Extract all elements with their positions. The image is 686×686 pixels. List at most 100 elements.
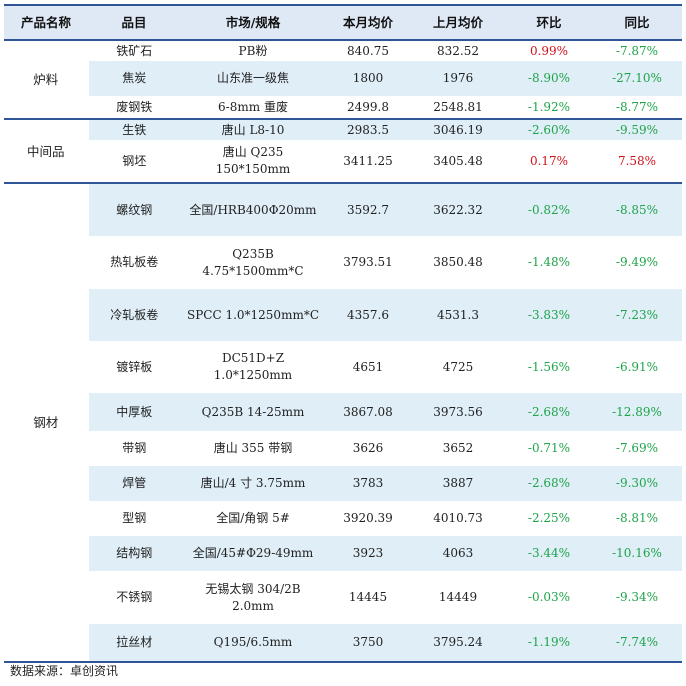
mom-cell: 0.17% xyxy=(506,140,592,184)
item-cell: 焊管 xyxy=(88,466,180,501)
table-row: 带钢 唐山 355 带钢 3626 3652 -0.71% -7.69% xyxy=(4,431,682,466)
market-cell: 山东准一级焦 xyxy=(180,61,326,96)
last-month-cell: 4063 xyxy=(410,536,506,571)
yoy-cell: -8.85% xyxy=(592,183,682,236)
mom-cell: -0.03% xyxy=(506,571,592,624)
table-row: 冷轧板卷 SPCC 1.0*1250mm*C 4357.6 4531.3 -3.83% -… xyxy=(4,289,682,341)
mom-cell: -3.44% xyxy=(506,536,592,571)
yoy-cell: 7.58% xyxy=(592,140,682,184)
data-source-note: 数据来源：卓创资讯 xyxy=(10,664,119,678)
this-month-cell: 3411.25 xyxy=(326,140,410,184)
yoy-cell: -8.77% xyxy=(592,96,682,120)
this-month-cell: 1800 xyxy=(326,61,410,96)
yoy-cell: -9.30% xyxy=(592,466,682,501)
mom-cell: -2.68% xyxy=(506,466,592,501)
header-this-month: 本月均价 xyxy=(326,4,410,41)
header-category: 产品名称 xyxy=(4,4,88,41)
item-cell: 拉丝材 xyxy=(88,624,180,663)
market-cell: 无锡太钢 304/2B 2.0mm xyxy=(180,571,326,624)
mom-cell: -2.68% xyxy=(506,393,592,431)
last-month-cell: 3652 xyxy=(410,431,506,466)
last-month-cell: 3795.24 xyxy=(410,624,506,663)
last-month-cell: 4531.3 xyxy=(410,289,506,341)
item-cell: 生铁 xyxy=(88,119,180,140)
item-cell: 热轧板卷 xyxy=(88,236,180,289)
header-row: 产品名称 品目 市场/规格 本月均价 上月均价 环比 同比 xyxy=(4,4,682,41)
yoy-cell: -9.49% xyxy=(592,236,682,289)
this-month-cell: 3592.7 xyxy=(326,183,410,236)
this-month-cell: 3626 xyxy=(326,431,410,466)
last-month-cell: 3405.48 xyxy=(410,140,506,184)
this-month-cell: 3750 xyxy=(326,624,410,663)
mom-cell: -1.56% xyxy=(506,341,592,393)
market-cell: Q235B 4.75*1500mm*C xyxy=(180,236,326,289)
market-cell: DC51D+Z 1.0*1250mm xyxy=(180,341,326,393)
yoy-cell: -27.10% xyxy=(592,61,682,96)
header-item: 品目 xyxy=(88,4,180,41)
market-cell: Q195/6.5mm xyxy=(180,624,326,663)
item-cell: 中厚板 xyxy=(88,393,180,431)
mom-cell: -3.83% xyxy=(506,289,592,341)
last-month-cell: 3887 xyxy=(410,466,506,501)
table-row: 结构钢 全国/45#Φ29-49mm 3923 4063 -3.44% -10.16% xyxy=(4,536,682,571)
yoy-cell: -7.69% xyxy=(592,431,682,466)
item-cell: 带钢 xyxy=(88,431,180,466)
last-month-cell: 4725 xyxy=(410,341,506,393)
yoy-cell: -10.16% xyxy=(592,536,682,571)
yoy-cell: -7.74% xyxy=(592,624,682,663)
table-row: 中间品 生铁 唐山 L8-10 2983.5 3046.19 -2.60% -9.59% xyxy=(4,119,682,184)
last-month-cell: 3973.56 xyxy=(410,393,506,431)
this-month-cell: 3867.08 xyxy=(326,393,410,431)
this-month-cell: 14445 xyxy=(326,571,410,624)
table-row: 型钢 全国/角钢 5# 3920.39 4010.73 -2.25% -8.81% xyxy=(4,501,682,536)
table-row: 镀锌板 DC51D+Z 1.0*1250mm 4651 4725 -1.56% -6.91… xyxy=(4,341,682,393)
table-row: 炉料 铁矿石 PB粉 840.75 832.52 0.99% -7.87% xyxy=(4,40,682,120)
market-cell: 6-8mm 重废 xyxy=(180,96,326,120)
yoy-cell: -9.34% xyxy=(592,571,682,624)
market-cell: 全国/角钢 5# xyxy=(180,501,326,536)
last-month-cell: 1976 xyxy=(410,61,506,96)
header-yoy: 同比 xyxy=(592,4,682,41)
this-month-cell: 2499.8 xyxy=(326,96,410,120)
mom-cell: -2.60% xyxy=(506,119,592,140)
this-month-cell: 840.75 xyxy=(326,40,410,61)
item-cell: 型钢 xyxy=(88,501,180,536)
table-row: 钢坯 唐山 Q235 150*150mm 3411.25 3405.48 0.17% 7.… xyxy=(4,140,682,184)
market-cell: Q235B 14-25mm xyxy=(180,393,326,431)
this-month-cell: 3923 xyxy=(326,536,410,571)
table-body: 炉料 铁矿石 PB粉 840.75 832.52 0.99% -7.87% 焦炭 山东准一级焦 1… xyxy=(4,40,682,663)
table-row: 焦炭 山东准一级焦 1800 1976 -8.90% -27.10% xyxy=(4,61,682,96)
item-cell: 铁矿石 xyxy=(88,40,180,61)
last-month-cell: 2548.81 xyxy=(410,96,506,120)
this-month-cell: 3793.51 xyxy=(326,236,410,289)
item-cell: 废钢铁 xyxy=(88,96,180,120)
mom-cell: 0.99% xyxy=(506,40,592,61)
market-cell: 唐山 L8-10 xyxy=(180,119,326,140)
category-cell: 中间品 xyxy=(4,119,89,184)
this-month-cell: 3783 xyxy=(326,466,410,501)
this-month-cell: 4357.6 xyxy=(326,289,410,341)
market-cell: PB粉 xyxy=(180,40,326,61)
table-row: 焊管 唐山/4 寸 3.75mm 3783 3887 -2.68% -9.30% xyxy=(4,466,682,501)
category-cell: 炉料 xyxy=(4,40,89,120)
price-table: 产品名称 品目 市场/规格 本月均价 上月均价 环比 同比 炉料 铁矿石 PB粉 84… xyxy=(4,4,682,663)
mom-cell: -1.19% xyxy=(506,624,592,663)
item-cell: 螺纹钢 xyxy=(88,183,180,236)
yoy-cell: -7.23% xyxy=(592,289,682,341)
market-cell: 全国/HRB400Φ20mm xyxy=(180,183,326,236)
this-month-cell: 3920.39 xyxy=(326,501,410,536)
item-cell: 结构钢 xyxy=(88,536,180,571)
header-market: 市场/规格 xyxy=(180,4,326,41)
yoy-cell: -7.87% xyxy=(592,40,682,61)
table-row: 中厚板 Q235B 14-25mm 3867.08 3973.56 -2.68% -12.… xyxy=(4,393,682,431)
last-month-cell: 3046.19 xyxy=(410,119,506,140)
last-month-cell: 3622.32 xyxy=(410,183,506,236)
table-row: 钢材 螺纹钢 全国/HRB400Φ20mm 3592.7 3622.32 -0.82% -8… xyxy=(4,183,682,663)
yoy-cell: -6.91% xyxy=(592,341,682,393)
this-month-cell: 4651 xyxy=(326,341,410,393)
market-cell: 唐山 355 带钢 xyxy=(180,431,326,466)
table-row: 拉丝材 Q195/6.5mm 3750 3795.24 -1.19% -7.74% xyxy=(4,624,682,663)
last-month-cell: 3850.48 xyxy=(410,236,506,289)
item-cell: 钢坯 xyxy=(88,140,180,184)
